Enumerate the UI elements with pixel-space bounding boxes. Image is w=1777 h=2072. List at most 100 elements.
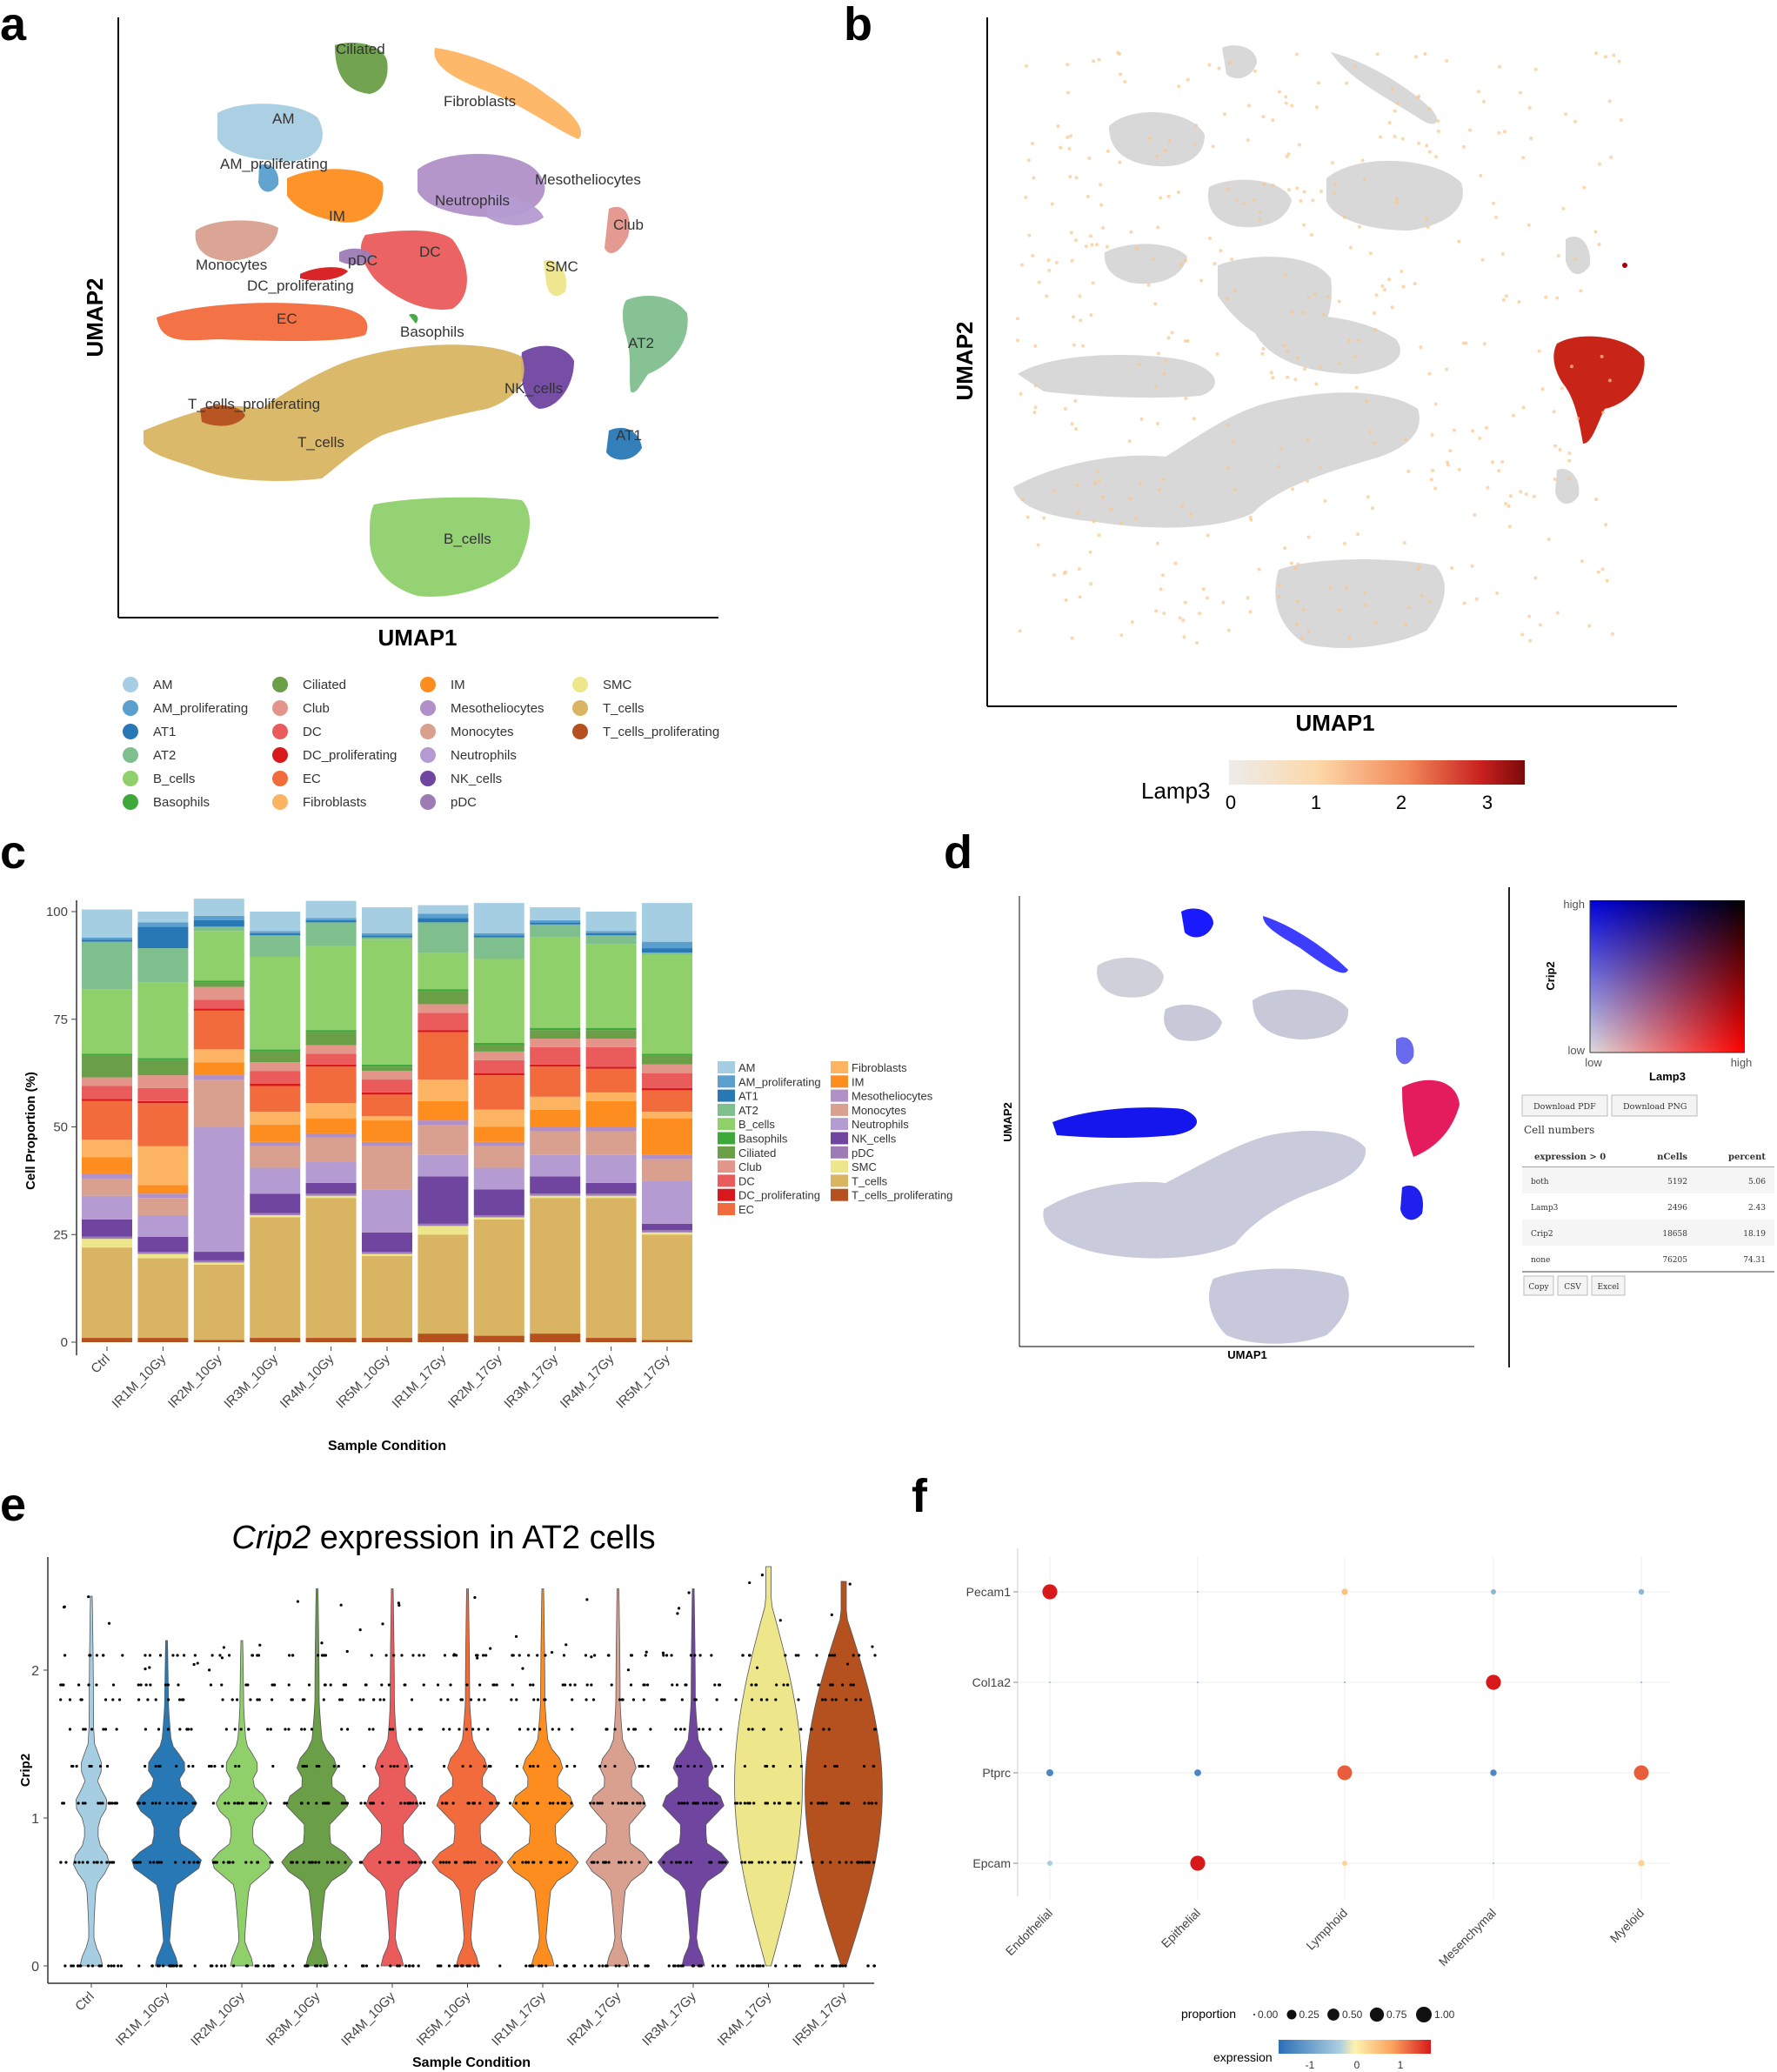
- legend-label: DC_proliferating: [303, 748, 397, 763]
- bar-segment-NK_cells: [473, 1189, 524, 1215]
- legend-key: [572, 677, 588, 692]
- bar-segment-Monocytes: [193, 1079, 244, 1127]
- bar-segment-AM_proliferating: [642, 941, 692, 949]
- legend-key: [420, 747, 436, 763]
- panel-e-violin: Crip2 expression in AT2 cells 0 1 2 Ctrl IR…: [18, 1520, 883, 2070]
- bar-segment-AT1: [418, 918, 469, 923]
- bar-segment-DC: [137, 1087, 189, 1101]
- bar-segment-Club: [193, 986, 244, 1000]
- bar-segment-IM: [137, 1185, 189, 1194]
- size-legend-label: 0.00: [1258, 2009, 1279, 2021]
- bar-segment-Club: [82, 1077, 132, 1086]
- legend-label: AT1: [738, 1090, 758, 1103]
- bar-segment-Fibroblasts: [137, 1146, 189, 1186]
- table-cell: both: [1531, 1178, 1549, 1186]
- panel-c-stacked-bar: 0 25 50 75 100 CtrlIR1M_10GyIR2M_10GyIR3M_10…: [23, 899, 952, 1454]
- bivariate-y-title: Crip2: [1544, 961, 1557, 990]
- umap-cluster: [1253, 316, 1400, 374]
- x-tick-label: IR3M_17Gy: [639, 1988, 699, 2049]
- umap-cluster: [1275, 559, 1445, 648]
- legend-key: [123, 700, 138, 716]
- bar-segment-Monocytes: [530, 1131, 581, 1155]
- table-cell: 18.19: [1743, 1230, 1766, 1239]
- coexpr-cluster: [1402, 1079, 1460, 1157]
- bar-segment-B_cells: [418, 952, 469, 990]
- bar-segment-Neutrophils: [642, 1180, 692, 1224]
- bar-segment-pDC: [193, 1260, 244, 1263]
- bar-segment-DC_proliferating: [82, 1099, 132, 1101]
- bar-segment-DC: [530, 1046, 581, 1065]
- bar-segment-EC: [250, 1086, 301, 1113]
- legend-key: [718, 1103, 735, 1116]
- bar-segment-IM: [193, 1062, 244, 1076]
- bar-segment-AT2: [250, 935, 301, 957]
- bar-segment-Fibroblasts: [362, 1116, 412, 1121]
- bar-segment-T_cells_proliferating: [585, 1338, 637, 1342]
- lamp3-high-cluster: [1553, 336, 1645, 444]
- umap-cluster: [1305, 413, 1348, 441]
- umap-cluster: [1018, 354, 1215, 398]
- bar-segment-DC: [305, 1053, 357, 1065]
- table-cell: 18658: [1662, 1230, 1687, 1239]
- bar-segment-Ciliated: [418, 991, 469, 1005]
- csv-button[interactable]: [1557, 1275, 1588, 1296]
- bar-segment-EC: [82, 1100, 132, 1140]
- download-png-button[interactable]: [1611, 1094, 1698, 1117]
- bar-segment-pDC: [473, 1214, 524, 1218]
- panel-b-ylabel: UMAP2: [952, 321, 978, 400]
- bar-segment-B_cells: [137, 982, 189, 1059]
- legend-key: [123, 724, 138, 739]
- bar-segment-NK_cells: [362, 1232, 412, 1253]
- bar-segment-SMC: [305, 1195, 357, 1199]
- bar-segment-AM_proliferating: [530, 919, 581, 923]
- dot-Epcam-Mesenchymal: [1493, 1862, 1494, 1864]
- table-cell: 76205: [1662, 1256, 1687, 1265]
- x-tick-label: IR4M_10Gy: [277, 1351, 337, 1411]
- celltype-label: Epithelial: [1159, 1906, 1203, 1950]
- cluster-AM: [217, 104, 323, 161]
- bar-segment-B_cells: [473, 959, 524, 1043]
- bar-segment-DC_proliferating: [530, 1064, 581, 1067]
- legend-label: T_cells_proliferating: [852, 1189, 952, 1202]
- legend-label: T_cells: [852, 1174, 888, 1187]
- bar-segment-T_cells: [305, 1198, 357, 1339]
- legend-key: [123, 771, 138, 786]
- bar-segment-Ciliated: [137, 1059, 189, 1076]
- panel-d-ylabel: UMAP2: [1001, 1102, 1014, 1142]
- x-tick-label: IR2M_10Gy: [165, 1351, 225, 1411]
- y-tick-label: 75: [53, 1013, 68, 1027]
- legend-key: [831, 1118, 848, 1131]
- legend-label: Ciliated: [303, 678, 346, 692]
- cluster-label: DC: [419, 244, 441, 260]
- panel-d-xlabel: UMAP1: [1227, 1348, 1267, 1361]
- legend-label: AM: [738, 1061, 756, 1074]
- bar-segment-pDC: [585, 1193, 637, 1196]
- excel-button[interactable]: [1591, 1275, 1626, 1296]
- copy-button[interactable]: [1523, 1275, 1554, 1296]
- bar-segment-pDC: [82, 1236, 132, 1240]
- cluster-T_cells_proliferating: [200, 404, 245, 426]
- gene-label: Epcam: [972, 1856, 1011, 1870]
- download-pdf-button[interactable]: [1521, 1094, 1608, 1117]
- bar-segment-Club: [473, 1051, 524, 1060]
- legend-label: pDC: [451, 795, 477, 810]
- panel-b-umap: UMAP1 UMAP2 Lamp3 0 1 2 3: [952, 17, 1677, 813]
- bar-segment-B_cells: [193, 931, 244, 981]
- bivariate-high-y: high: [1563, 898, 1585, 911]
- cluster-label: Neutrophils: [435, 192, 510, 209]
- panel-f-dotplot: Pecam1 Col1a2 Ptprc Epcam Endothelial Epithe…: [966, 1548, 1670, 2071]
- bar-segment-DC: [473, 1059, 524, 1073]
- bar-segment-B_cells: [250, 956, 301, 1050]
- bar-segment-AT1: [585, 932, 637, 936]
- bar-segment-Fibroblasts: [585, 1092, 637, 1101]
- bar-segment-AM: [137, 912, 189, 920]
- lamp3-tick: 0: [1226, 792, 1236, 813]
- violin-Ctrl: [72, 1595, 110, 1967]
- bar-segment-Mesotheliocytes: [642, 1154, 692, 1160]
- panel-d-coexpression: UMAP1 UMAP2 Crip2 Lamp3 high low low hig…: [1001, 887, 1774, 1367]
- dot-Col1a2-Endothelial: [1049, 1681, 1051, 1683]
- x-tick-label: IR5M_10Gy: [414, 1988, 474, 2049]
- bar-segment-NK_cells: [418, 1176, 469, 1224]
- bar-segment-T_cells_proliferating: [305, 1338, 357, 1342]
